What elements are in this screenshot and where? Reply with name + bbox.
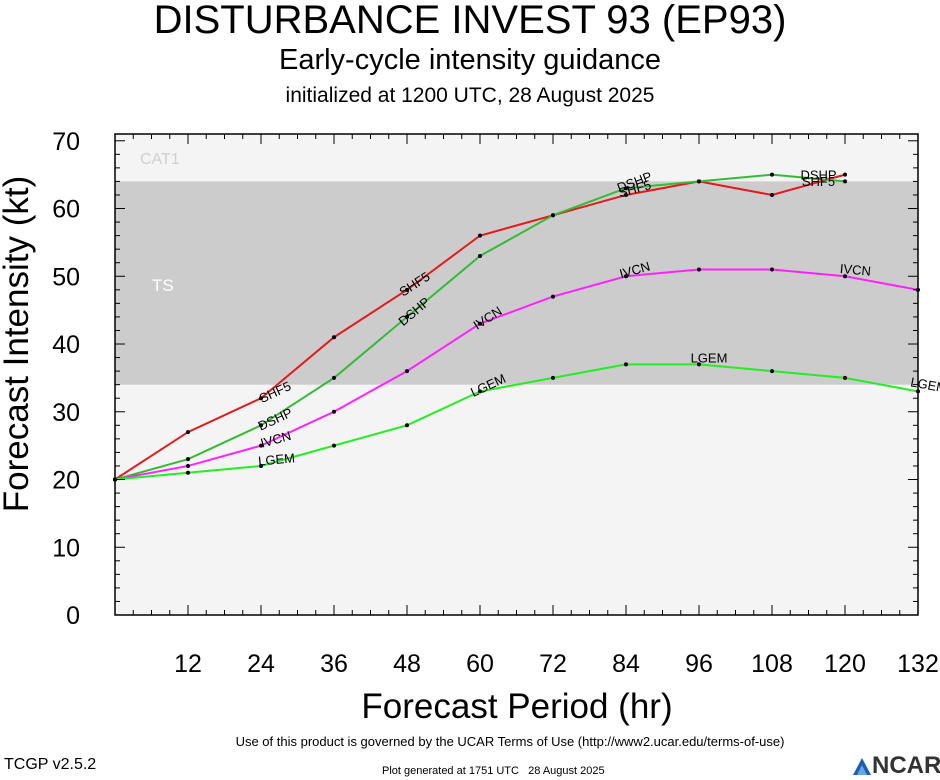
data-point-dshp — [697, 179, 701, 184]
data-point-ivcn — [770, 267, 774, 272]
data-point-lgem — [624, 362, 628, 367]
data-point-ivcn — [478, 321, 482, 326]
x-tick-label: 12 — [174, 650, 202, 678]
data-point-lgem — [186, 470, 190, 475]
data-point-lgem — [697, 362, 701, 367]
x-tick-label: 120 — [824, 650, 866, 678]
generated-time: Plot generated at 1751 UTC 28 August 202… — [382, 765, 605, 777]
data-point-shf5 — [405, 287, 409, 292]
data-point-lgem — [405, 423, 409, 428]
x-tick-label: 132 — [897, 650, 939, 678]
series-label-ivcn: IVCN — [839, 261, 871, 279]
version-label: TCGP v2.5.2 — [4, 756, 97, 773]
y-tick-label: 70 — [52, 128, 80, 156]
series-label-lgem: LGEM — [909, 374, 940, 395]
data-point-ivcn — [551, 294, 555, 299]
ncar-logo-icon — [853, 758, 871, 775]
series-line-ivcn — [114, 268, 919, 481]
data-point-shf5 — [770, 192, 774, 197]
chart-title: DISTURBANCE INVEST 93 (EP93) — [153, 0, 787, 42]
data-point-dshp — [405, 314, 409, 319]
series-label-shf5: SHF5 — [802, 174, 835, 189]
data-point-dshp — [186, 457, 190, 462]
y-tick-label: 20 — [52, 467, 80, 495]
x-tick-label: 48 — [393, 650, 421, 678]
x-tick-label: 36 — [320, 650, 348, 678]
band-ts — [115, 181, 918, 385]
y-tick-label: 60 — [52, 196, 80, 224]
data-point-dshp — [624, 186, 628, 191]
data-point-dshp — [478, 253, 482, 258]
data-point-lgem — [478, 389, 482, 394]
band-label-ts: TS — [152, 276, 174, 295]
chart-subtitle: Early-cycle intensity guidance — [278, 44, 661, 76]
y-tick-label: 40 — [52, 331, 80, 359]
init-time: initialized at 1200 UTC, 28 August 2025 — [285, 84, 655, 107]
x-tick-label: 72 — [539, 650, 567, 678]
axes: 12 24 36 48 60 72 84 96 108 120 132 0 10 20 30 40 50 60 70 — [52, 128, 939, 678]
data-point-shf5 — [478, 233, 482, 238]
y-tick-label: 30 — [52, 399, 80, 427]
data-point-dshp — [770, 172, 774, 177]
x-tick-label: 84 — [612, 650, 640, 678]
series-label-dshp: DSHP — [800, 167, 836, 182]
data-point-shf5 — [259, 396, 263, 401]
data-point-ivcn — [332, 409, 336, 414]
data-point-dshp — [551, 213, 555, 218]
data-point-ivcn — [186, 463, 190, 468]
series-label-lgem: LGEM — [691, 350, 728, 365]
data-point-ivcn — [259, 443, 263, 448]
series-line-lgem — [114, 363, 919, 481]
data-point-shf5 — [332, 335, 336, 340]
data-point-lgem — [843, 375, 847, 380]
x-tick-label: 96 — [685, 650, 713, 678]
y-tick-label: 10 — [52, 534, 80, 562]
data-point-lgem — [770, 369, 774, 374]
data-point-lgem — [332, 443, 336, 448]
y-tick-label: 0 — [66, 602, 80, 630]
data-point-shf5 — [843, 172, 847, 177]
data-point-shf5 — [186, 430, 190, 435]
band-label-cat1: CAT1 — [140, 151, 180, 168]
data-point-dshp — [843, 179, 847, 184]
data-point-lgem — [259, 463, 263, 468]
data-point-dshp — [332, 375, 336, 380]
data-point-ivcn — [624, 274, 628, 279]
data-point-ivcn — [697, 267, 701, 272]
x-tick-label: 60 — [466, 650, 494, 678]
x-tick-label: 24 — [247, 650, 275, 678]
x-axis-label: Forecast Period (hr) — [361, 687, 672, 726]
intensity-bands: TS CAT1 — [115, 134, 918, 615]
data-point-ivcn — [405, 369, 409, 374]
x-tick-label: 108 — [751, 650, 793, 678]
y-tick-label: 50 — [52, 263, 80, 291]
series-label-lgem: LGEM — [258, 450, 296, 468]
data-point-dshp — [259, 423, 263, 428]
terms-notice: Use of this product is governed by the U… — [235, 734, 785, 749]
ncar-logo-text: NCAR — [872, 752, 940, 779]
ncar-logo: NCAR — [852, 752, 940, 780]
y-axis-label: Forecast Intensity (kt) — [0, 176, 36, 512]
data-point-ivcn — [843, 274, 847, 279]
data-point-lgem — [551, 375, 555, 380]
data-point-shf5 — [624, 192, 628, 197]
